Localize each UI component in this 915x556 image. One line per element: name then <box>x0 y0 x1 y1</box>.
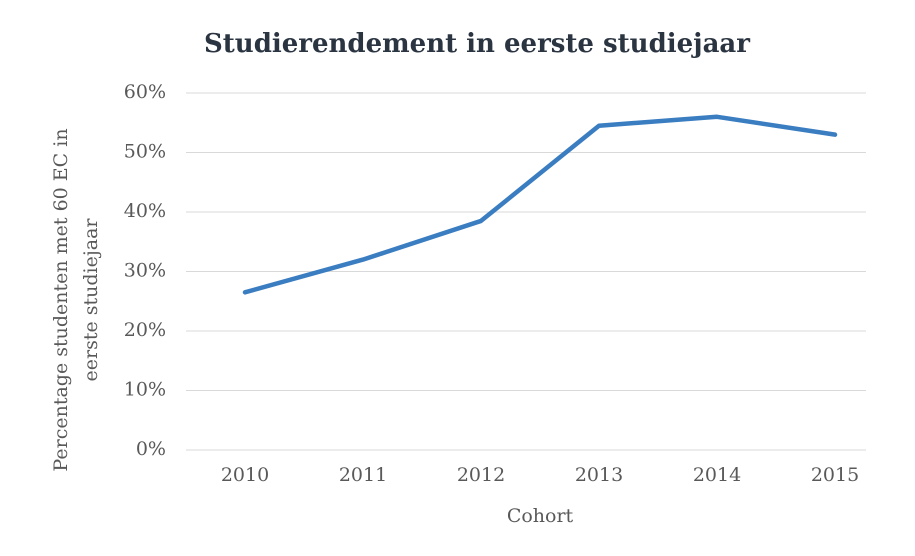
y-tick-label: 40% <box>124 200 166 222</box>
y-tick-label: 30% <box>124 260 166 282</box>
chart-title: Studierendement in eerste studiejaar <box>204 29 750 59</box>
x-tick-label: 2013 <box>575 464 623 486</box>
y-axis-label-line: eerste studiejaar <box>80 218 102 382</box>
x-tick-label: 2011 <box>339 464 387 486</box>
y-tick-label: 50% <box>124 141 166 163</box>
y-tick-label: 10% <box>124 379 166 401</box>
y-tick-label: 0% <box>136 438 166 460</box>
y-tick-label: 60% <box>124 81 166 103</box>
x-tick-label: 2012 <box>457 464 505 486</box>
y-tick-label: 20% <box>124 319 166 341</box>
y-axis-label: Percentage studenten met 60 EC in eerste… <box>50 128 102 471</box>
x-axis-label: Cohort <box>507 505 574 527</box>
x-tick-label: 2015 <box>811 464 859 486</box>
y-axis-label-line: Percentage studenten met 60 EC in <box>50 128 72 471</box>
x-tick-label: 2014 <box>693 464 741 486</box>
x-tick-label: 2010 <box>221 464 269 486</box>
data-line <box>242 114 838 295</box>
